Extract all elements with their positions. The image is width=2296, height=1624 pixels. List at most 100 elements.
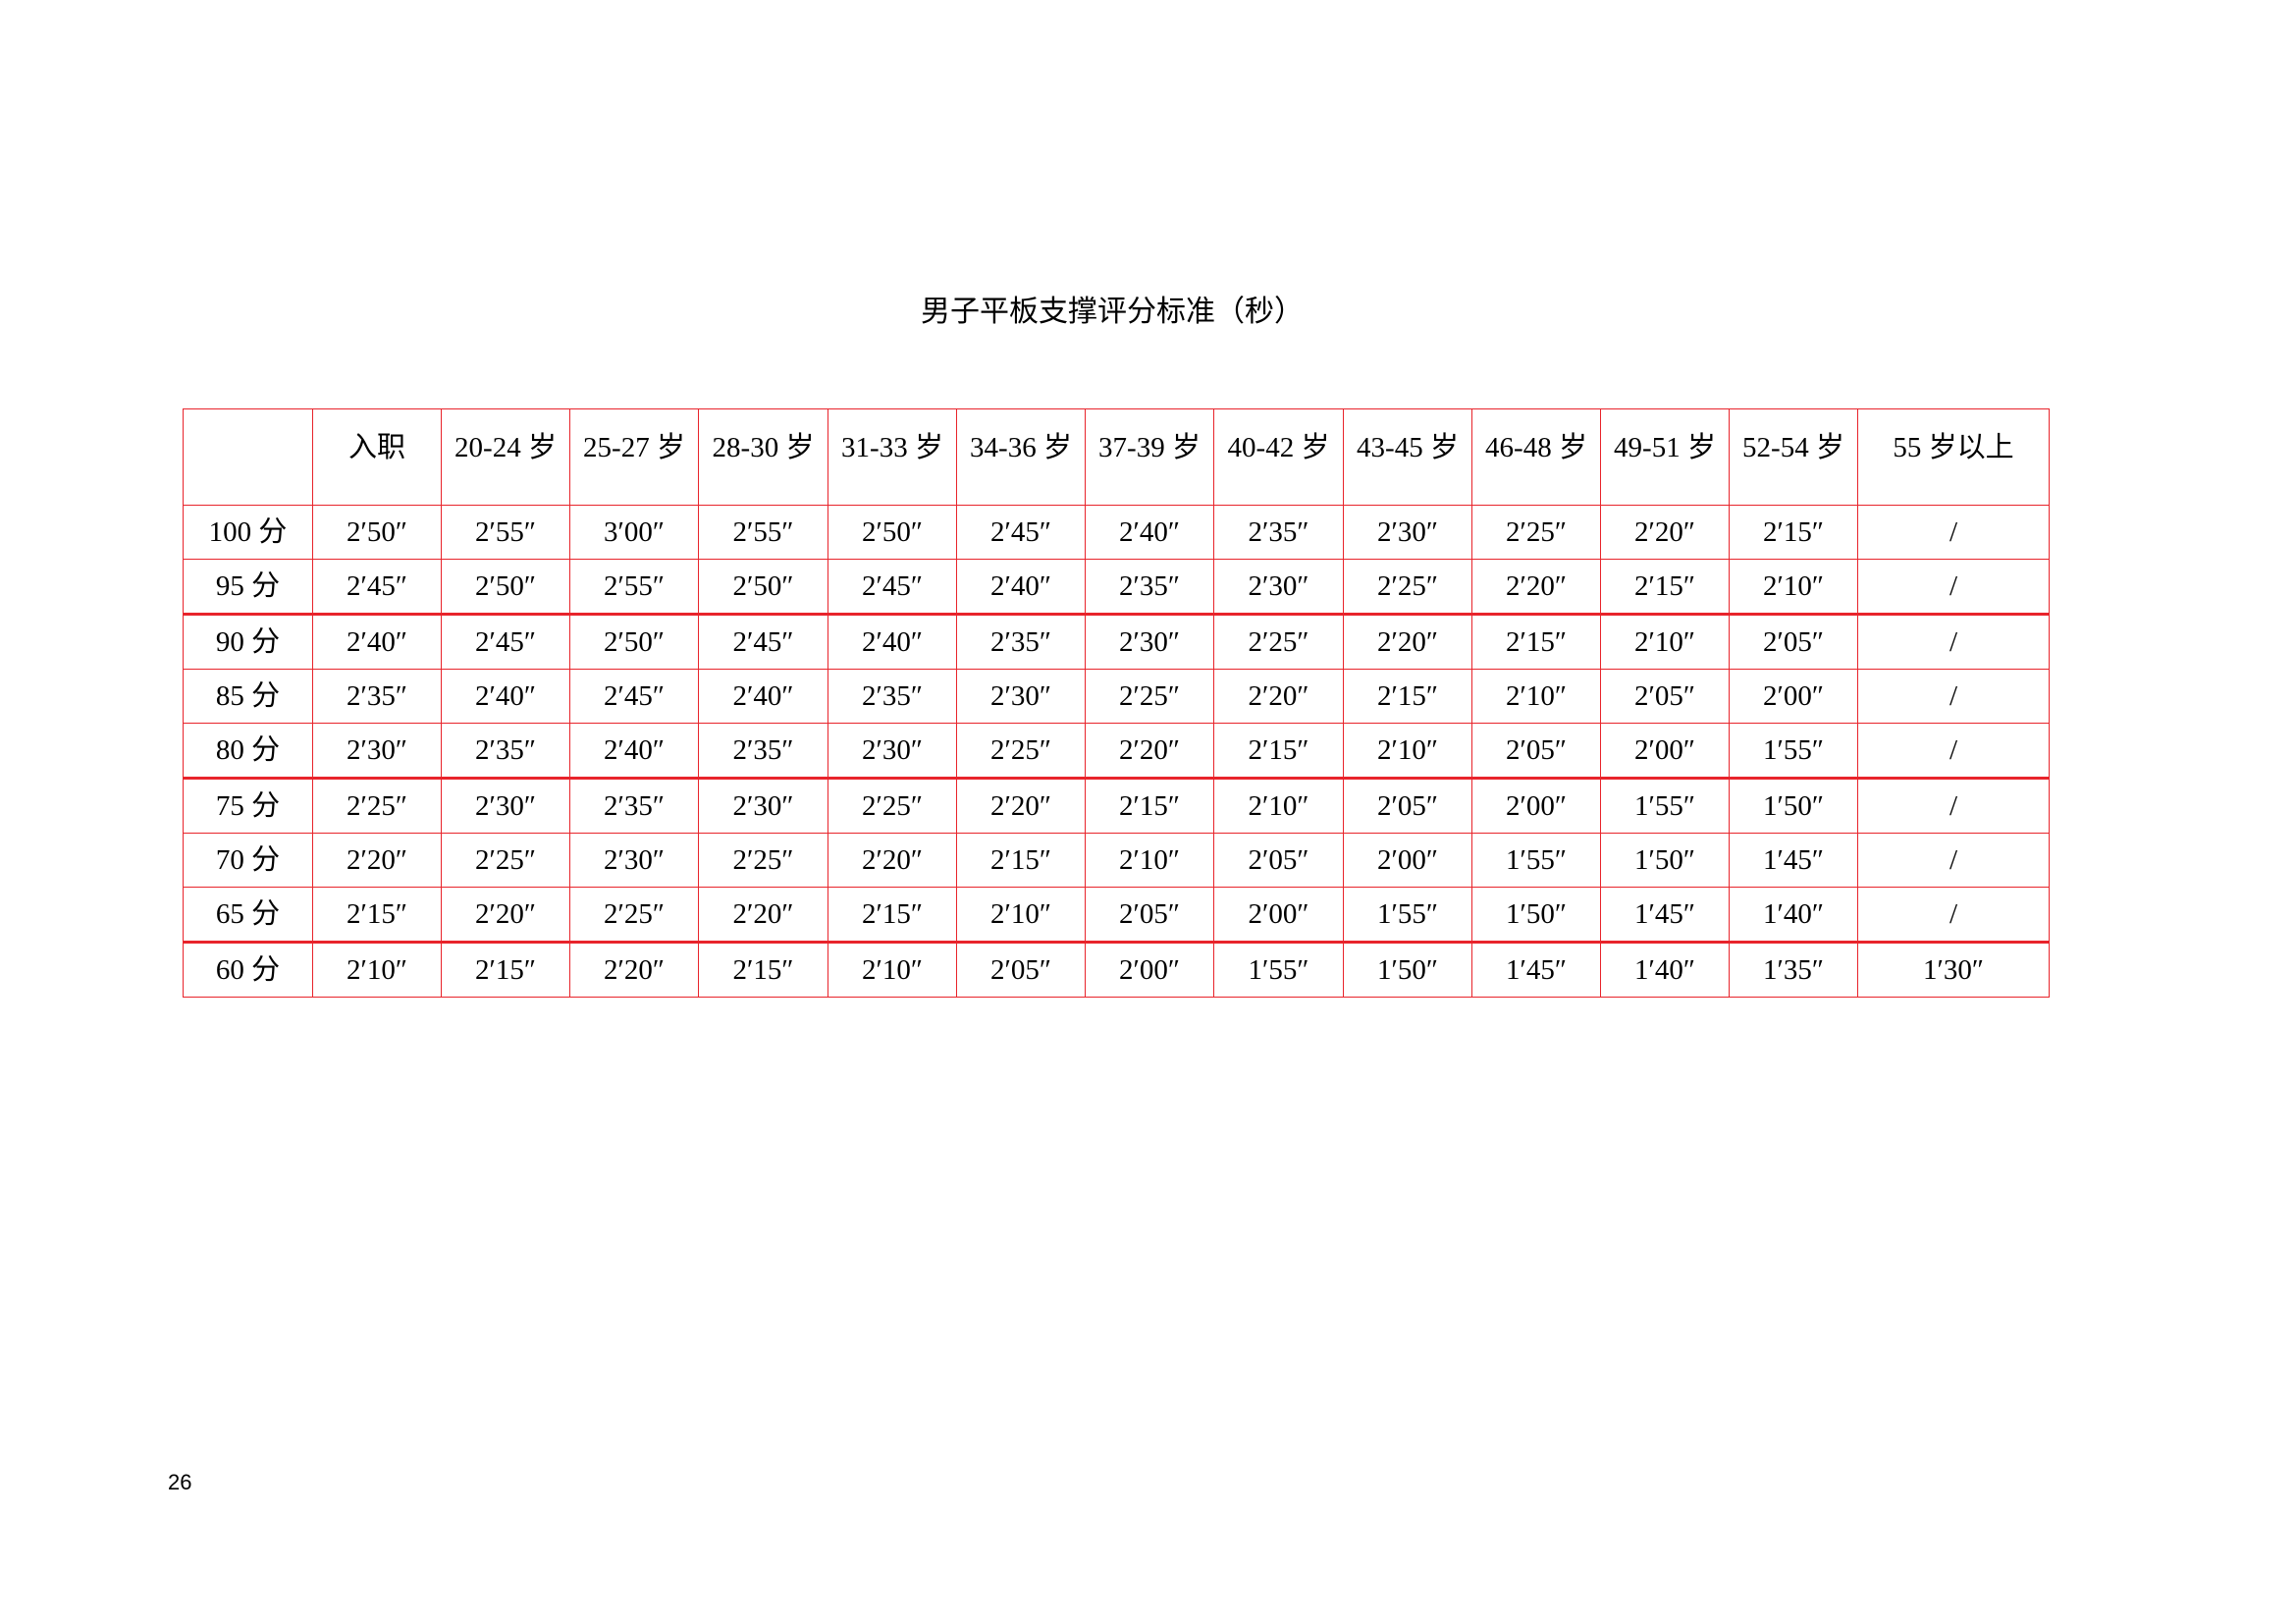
table-cell: 2′45″	[312, 559, 442, 615]
table-cell: 2′25″	[441, 833, 570, 888]
table-cell: 2′15″	[956, 833, 1086, 888]
table-cell: 2′55″	[569, 559, 699, 615]
table-cell: 2′45″	[956, 505, 1086, 560]
column-header: 52-54 岁	[1729, 408, 1858, 506]
table-cell: /	[1857, 613, 2050, 670]
table-cell: 1′50″	[1343, 941, 1472, 998]
table-cell: 1′55″	[1213, 941, 1344, 998]
column-header: 55 岁以上	[1857, 408, 2050, 506]
column-header: 28-30 岁	[698, 408, 828, 506]
table-cell: 2′40″	[956, 559, 1086, 615]
table-cell: 2′15″	[1343, 669, 1472, 724]
table-cell: 2′10″	[1213, 777, 1344, 834]
column-header: 40-42 岁	[1213, 408, 1344, 506]
table-cell: 2′05″	[1471, 723, 1601, 779]
table-cell: 2′35″	[1213, 505, 1344, 560]
table-cell: 2′10″	[1600, 613, 1730, 670]
table-cell: 2′00″	[1343, 833, 1472, 888]
row-score-label: 60 分	[183, 941, 313, 998]
column-header	[183, 408, 313, 506]
table-cell: 2′25″	[569, 887, 699, 943]
table-cell: 2′35″	[569, 777, 699, 834]
table-cell: 2′15″	[1085, 777, 1214, 834]
table-cell: 2′40″	[312, 613, 442, 670]
table-cell: 2′05″	[1729, 613, 1858, 670]
table-cell: /	[1857, 887, 2050, 943]
table-cell: 2′55″	[441, 505, 570, 560]
table-cell: 2′15″	[312, 887, 442, 943]
table-cell: 2′05″	[1343, 777, 1472, 834]
table-cell: 2′00″	[1213, 887, 1344, 943]
table-cell: 1′50″	[1471, 887, 1601, 943]
table-cell: 2′25″	[1213, 613, 1344, 670]
table-cell: 1′55″	[1600, 777, 1730, 834]
table-cell: 2′15″	[441, 941, 570, 998]
table-cell: 1′50″	[1729, 777, 1858, 834]
table-cell: 1′30″	[1857, 941, 2050, 998]
table-cell: 2′45″	[698, 613, 828, 670]
table-cell: 2′15″	[698, 941, 828, 998]
table-cell: 2′10″	[1343, 723, 1472, 779]
table-row: 85 分 2′35″ 2′40″ 2′45″ 2′40″ 2′35″ 2′30″ 2′25″ 2…	[183, 669, 2050, 724]
table-cell: 1′55″	[1729, 723, 1858, 779]
table-cell: 2′30″	[698, 777, 828, 834]
column-header: 37-39 岁	[1085, 408, 1214, 506]
table-cell: 2′20″	[1471, 559, 1601, 615]
row-score-label: 80 分	[183, 723, 313, 779]
table-cell: 1′45″	[1471, 941, 1601, 998]
table-cell: 2′30″	[569, 833, 699, 888]
table-row: 70 分 2′20″ 2′25″ 2′30″ 2′25″ 2′20″ 2′15″ 2′10″ 2…	[183, 833, 2050, 888]
table-cell: 2′10″	[956, 887, 1086, 943]
row-score-label: 100 分	[183, 505, 313, 560]
page-number: 26	[168, 1470, 192, 1494]
table-cell: 2′25″	[1085, 669, 1214, 724]
table-cell: 2′35″	[312, 669, 442, 724]
row-score-label: 70 分	[183, 833, 313, 888]
table-cell: 1′55″	[1471, 833, 1601, 888]
table-cell: 1′45″	[1600, 887, 1730, 943]
column-header: 49-51 岁	[1600, 408, 1730, 506]
column-header: 34-36 岁	[956, 408, 1086, 506]
table-cell: 2′10″	[312, 941, 442, 998]
row-score-label: 90 分	[183, 613, 313, 670]
table-cell: 2′25″	[312, 777, 442, 834]
table-cell: 2′40″	[569, 723, 699, 779]
table-cell: 2′15″	[828, 887, 957, 943]
table-row: 90 分 2′40″ 2′45″ 2′50″ 2′45″ 2′40″ 2′35″ 2′30″ 2…	[183, 613, 2050, 670]
table-row: 80 分 2′30″ 2′35″ 2′40″ 2′35″ 2′30″ 2′25″ 2′20″ 2…	[183, 723, 2050, 779]
column-header: 31-33 岁	[828, 408, 957, 506]
table-cell: 2′30″	[441, 777, 570, 834]
column-header: 43-45 岁	[1343, 408, 1472, 506]
table-cell: 2′50″	[441, 559, 570, 615]
table-cell: 1′40″	[1729, 887, 1858, 943]
row-score-label: 65 分	[183, 887, 313, 943]
table-cell: 2′15″	[1729, 505, 1858, 560]
table-cell: 2′55″	[698, 505, 828, 560]
table-cell: 2′00″	[1729, 669, 1858, 724]
table-cell: /	[1857, 723, 2050, 779]
table-cell: 2′25″	[1343, 559, 1472, 615]
table-cell: 2′40″	[698, 669, 828, 724]
table-cell: 2′35″	[698, 723, 828, 779]
table-cell: 2′05″	[1213, 833, 1344, 888]
table-cell: 2′30″	[312, 723, 442, 779]
table-cell: 2′20″	[1085, 723, 1214, 779]
header-row: 入职 20-24 岁 25-27 岁 28-30 岁 31-33 岁 34-36 岁 37-…	[183, 408, 2050, 506]
column-header: 46-48 岁	[1471, 408, 1601, 506]
table-row: 65 分 2′15″ 2′20″ 2′25″ 2′20″ 2′15″ 2′10″ 2′05″ 2…	[183, 887, 2050, 943]
table-cell: 2′10″	[1085, 833, 1214, 888]
table-row: 95 分 2′45″ 2′50″ 2′55″ 2′50″ 2′45″ 2′40″ 2′35″ 2…	[183, 559, 2050, 615]
table-cell: 2′10″	[828, 941, 957, 998]
table-cell: 2′30″	[1213, 559, 1344, 615]
table-cell: 2′00″	[1085, 941, 1214, 998]
table-cell: 2′15″	[1600, 559, 1730, 615]
table-title: 男子平板支撑评分标准（秒）	[921, 296, 1304, 328]
table-cell: /	[1857, 833, 2050, 888]
table-cell: 2′30″	[956, 669, 1086, 724]
table-cell: 2′10″	[1471, 669, 1601, 724]
table-cell: 2′20″	[828, 833, 957, 888]
table-cell: 1′45″	[1729, 833, 1858, 888]
column-header: 25-27 岁	[569, 408, 699, 506]
table-cell: 2′35″	[956, 613, 1086, 670]
table-cell: 2′40″	[441, 669, 570, 724]
